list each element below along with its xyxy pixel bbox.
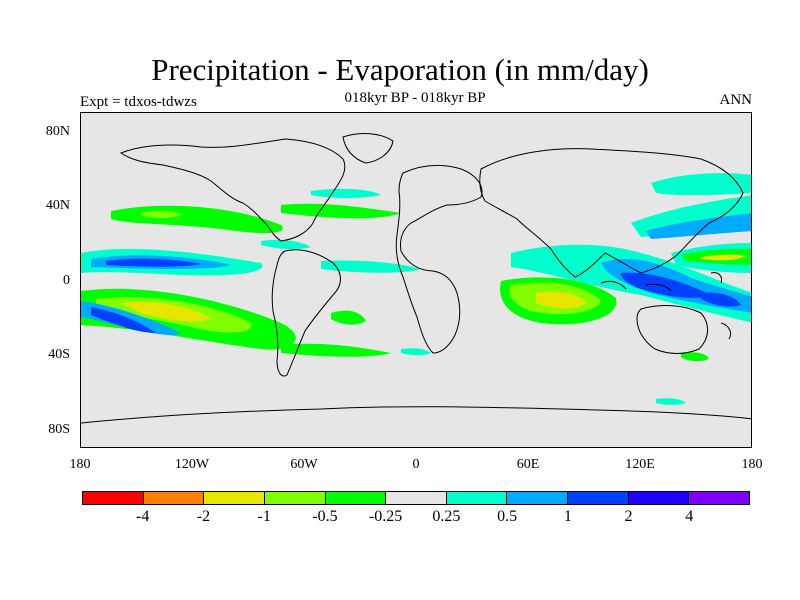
lat-tick: 40N <box>45 198 70 213</box>
coastline-north-america <box>119 138 346 242</box>
map-canvas <box>81 133 751 424</box>
colorbar <box>82 491 750 505</box>
colorbar-box <box>143 492 205 504</box>
contour-region <box>261 239 311 250</box>
experiment-label: Expt = tdxos-tdwzs <box>80 94 197 110</box>
contour-region <box>111 205 283 234</box>
map-subtitle: 018kyr BP - 018kyr BP <box>344 90 486 106</box>
season-label: ANN <box>719 92 753 108</box>
colorbar-box <box>507 492 569 504</box>
colorbar-box <box>689 492 750 504</box>
colorbar-box <box>386 492 447 504</box>
lon-tick: 180 <box>69 457 91 472</box>
colorbar-box <box>325 492 387 504</box>
lat-tick: 80N <box>45 124 70 139</box>
colorbar-box <box>83 492 144 504</box>
contour-region <box>656 398 686 405</box>
coastline-greenland <box>342 133 394 164</box>
lon-tick: 60E <box>516 457 540 472</box>
colorbar-label: 4 <box>685 508 694 525</box>
colorbar-box <box>264 492 326 504</box>
contour-region <box>621 272 711 298</box>
lon-tick: 120W <box>174 457 210 472</box>
contour-region <box>701 292 741 307</box>
contour-fields <box>81 173 751 405</box>
lat-tick: 0 <box>63 273 70 288</box>
contour-region <box>281 203 401 219</box>
contour-region <box>401 348 431 356</box>
contour-region <box>651 173 751 196</box>
lat-tick: 40S <box>48 347 70 362</box>
coastline-europe-africa <box>395 165 483 354</box>
colorbar-label: -0.5 <box>312 508 338 525</box>
contour-region <box>681 352 709 362</box>
contour-region <box>701 254 746 261</box>
contour-region <box>91 307 156 333</box>
lon-tick: 120E <box>625 457 655 472</box>
lon-tick: 60W <box>290 457 318 472</box>
colorbar-label: -0.25 <box>368 508 403 525</box>
colorbar-box <box>628 492 690 504</box>
contour-region <box>141 210 181 218</box>
contour-region <box>321 260 421 273</box>
lat-tick: 80S <box>48 422 70 437</box>
coastlines <box>81 133 751 424</box>
coastline-australia <box>636 305 708 354</box>
colorbar-box <box>568 492 629 504</box>
coastline-asia <box>479 148 744 278</box>
colorbar-label: -4 <box>136 508 150 525</box>
contour-region <box>121 301 211 322</box>
colorbar-label: 1 <box>563 508 572 525</box>
contour-region <box>81 301 181 336</box>
coastline-antarctica <box>81 406 751 424</box>
colorbar-label: 0.25 <box>432 508 461 525</box>
coastline-islands <box>600 272 732 340</box>
lon-tick: 180 <box>741 457 763 472</box>
colorbar-label: -1 <box>257 508 271 525</box>
colorbar-label: -2 <box>196 508 211 525</box>
lon-tick: 0 <box>412 457 420 472</box>
contour-region <box>331 310 366 325</box>
colorbar-box <box>446 492 508 504</box>
contour-region <box>281 343 391 357</box>
contour-region <box>536 291 586 309</box>
coastline-south-america <box>271 249 341 377</box>
contour-region <box>646 213 751 239</box>
contour-region <box>106 258 201 267</box>
map-title: Precipitation - Evaporation (in mm/day) <box>151 52 649 87</box>
contour-region <box>311 188 381 198</box>
colorbar-label: 2 <box>624 508 633 525</box>
colorbar-box <box>204 492 265 504</box>
colorbar-label: 0.5 <box>497 508 518 525</box>
map-panel <box>80 112 752 448</box>
